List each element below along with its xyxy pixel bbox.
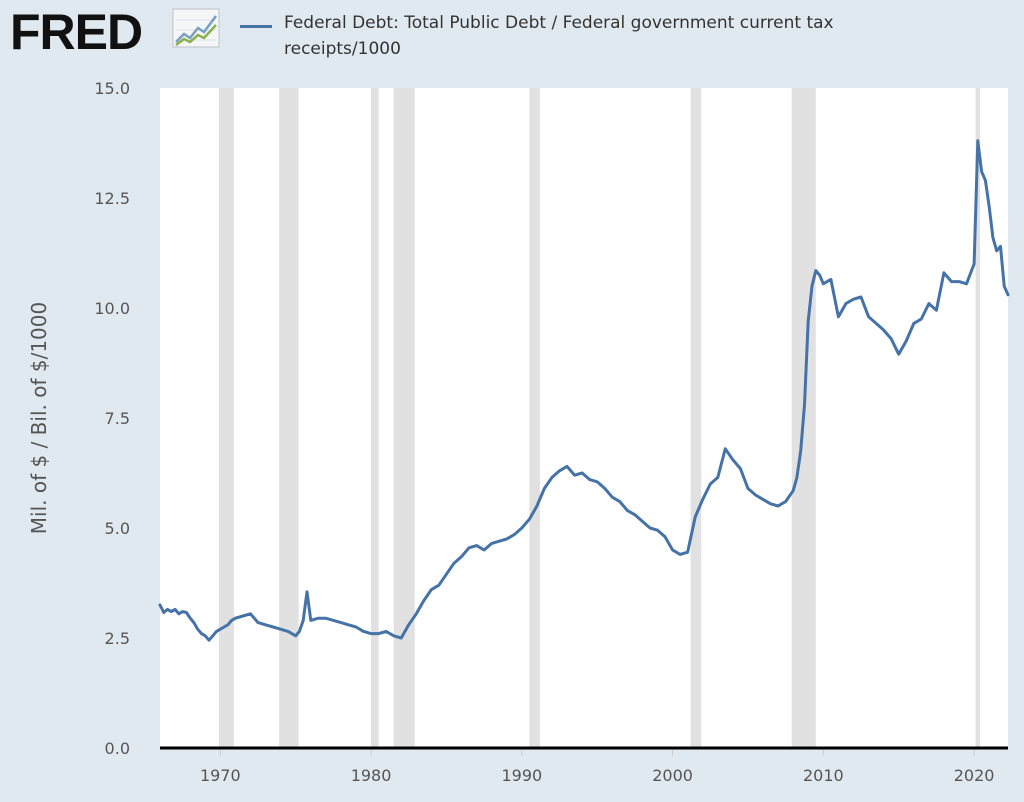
recession-band xyxy=(690,88,702,748)
x-tick-label: 1970 xyxy=(200,766,241,785)
line-chart-icon xyxy=(172,8,220,48)
x-tick-label: 2000 xyxy=(652,766,693,785)
fred-logo[interactable]: FRED xyxy=(10,4,143,60)
y-tick-label: 7.5 xyxy=(105,409,130,428)
x-tick-label: 1990 xyxy=(501,766,542,785)
recession-band xyxy=(393,88,415,748)
recession-band xyxy=(975,88,981,748)
recession-band xyxy=(371,88,379,748)
legend-series-name: Federal Debt: Total Public Debt / Federa… xyxy=(284,13,834,59)
y-tick-label: 10.0 xyxy=(94,299,130,318)
y-tick-label: 2.5 xyxy=(105,629,130,648)
x-tick-label: 1980 xyxy=(351,766,392,785)
series-line xyxy=(158,139,1010,642)
chart-header: FRED Federal Debt: Total Public Debt / F… xyxy=(0,0,1024,80)
x-tick-label: 2020 xyxy=(954,766,995,785)
plot-area xyxy=(160,88,1008,748)
x-tick-label: 2010 xyxy=(803,766,844,785)
y-tick-label: 0.0 xyxy=(105,739,130,758)
recession-bands xyxy=(218,88,981,748)
recession-band xyxy=(529,88,540,748)
x-axis-ticks: 1970 1980 1990 2000 2010 2020 xyxy=(200,748,994,785)
y-axis-label: Mil. of $ / Bil. of $/1000 xyxy=(27,302,51,534)
legend-swatch xyxy=(240,25,272,28)
y-tick-label: 12.5 xyxy=(94,189,130,208)
y-axis-ticks: 0.0 2.5 5.0 7.5 10.0 12.5 15.0 xyxy=(94,79,130,758)
recession-band xyxy=(218,88,234,748)
recession-band xyxy=(279,88,299,748)
y-tick-label: 15.0 xyxy=(94,79,130,98)
y-tick-label: 5.0 xyxy=(105,519,130,538)
